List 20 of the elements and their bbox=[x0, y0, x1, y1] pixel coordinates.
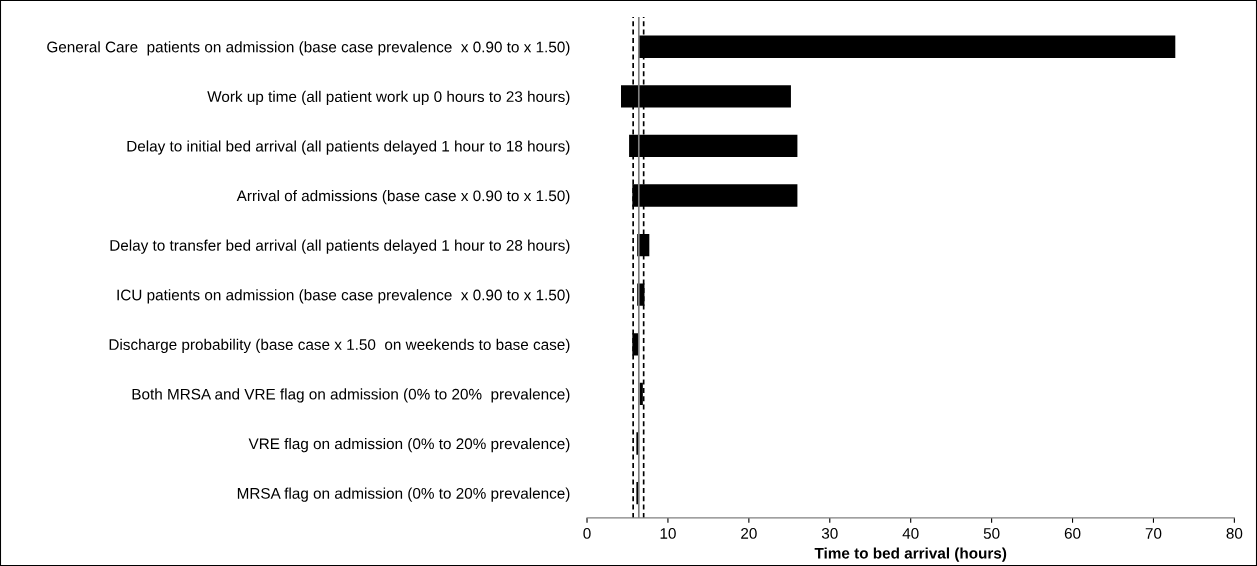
y-tick-label: Work up time (all patient work up 0 hours to 23 hours) bbox=[207, 90, 570, 106]
x-tick-label: 50 bbox=[983, 528, 1000, 539]
x-tick-label: 80 bbox=[1226, 528, 1243, 539]
x-tick-label: 30 bbox=[821, 528, 838, 539]
y-tick-label: ICU patients on admission (base case prevalence x 0.90 to x 1.50) bbox=[117, 289, 570, 304]
y-tick-label: Both MRSA and VRE flag on admission (0% to 20% prevalence) bbox=[132, 388, 570, 403]
y-tick-label: MRSA flag on admission (0% to 20% prevalence) bbox=[237, 487, 570, 502]
y-tick-label: Arrival of admissions (base case x 0.90 to x 1.50) bbox=[236, 189, 570, 205]
x-axis-title: Time to bed arrival (hours) bbox=[814, 547, 1007, 562]
y-tick-label: General Care patients on admission (base case prevalence x 0.90 to x 1.50) bbox=[47, 41, 570, 56]
y-tick-label: Discharge probability (base case x 1.50 on weekends to base case) bbox=[109, 338, 570, 354]
x-tick-label: 10 bbox=[660, 528, 676, 539]
x-tick-label: 0 bbox=[583, 528, 591, 539]
x-tick-label: 40 bbox=[902, 528, 919, 539]
y-tick-label: Delay to initial bed arrival (all patients delayed 1 hour to 18 hours) bbox=[127, 140, 570, 155]
x-tick-label: 60 bbox=[1064, 528, 1081, 539]
x-tick-label: 70 bbox=[1145, 528, 1162, 539]
y-tick-label: VRE flag on admission (0% to 20% prevalence) bbox=[248, 437, 570, 453]
y-tick-label: Delay to transfer bed arrival (all patients delayed 1 hour to 28 hours) bbox=[110, 239, 570, 254]
x-tick-label: 20 bbox=[741, 528, 757, 539]
